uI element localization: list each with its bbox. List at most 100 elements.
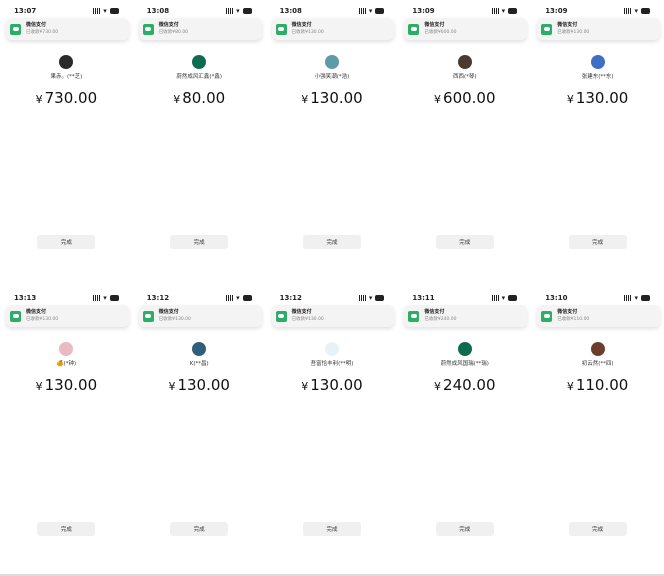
done-button[interactable]: 完成 (170, 522, 229, 536)
notification-subtitle: 已收款¥110.00 (557, 317, 590, 322)
currency-symbol: ¥ (35, 93, 43, 106)
payment-amount: ¥130.00 (0, 376, 133, 394)
currency-symbol: ¥ (168, 380, 176, 393)
signal-icon (358, 8, 366, 14)
status-bar: 13:09 ▾ (545, 6, 650, 16)
done-button[interactable]: 完成 (435, 235, 494, 249)
payer-name: 果赤。(**芝) (50, 74, 83, 80)
battery-icon (641, 295, 650, 301)
payment-amount: ¥130.00 (266, 376, 399, 394)
payment-amount: ¥730.00 (0, 89, 133, 107)
status-icons: ▾ (93, 294, 119, 302)
wechat-pay-icon (541, 310, 553, 322)
amount-value: 130.00 (310, 376, 363, 394)
amount-value: 110.00 (575, 376, 629, 394)
battery-icon (375, 295, 385, 301)
currency-symbol: ¥ (566, 93, 574, 106)
wechat-pay-icon (10, 23, 21, 35)
payment-notification[interactable]: 微信支付 已收款¥240.00 (404, 305, 528, 327)
wifi-icon: ▾ (501, 294, 506, 302)
payment-notification[interactable]: 微信支付 已收款¥730.00 (6, 18, 129, 40)
notification-subtitle: 已收款¥80.00 (158, 30, 189, 35)
battery-icon (641, 8, 650, 14)
status-icons: ▾ (358, 294, 385, 302)
wechat-pay-icon (408, 310, 420, 322)
payment-notification[interactable]: 微信支付 已收款¥130.00 (537, 18, 660, 40)
status-time: 13:07 (14, 7, 37, 15)
done-button[interactable]: 完成 (568, 235, 627, 249)
battery-icon (242, 295, 252, 301)
done-button[interactable]: 完成 (302, 235, 361, 249)
amount-value: 130.00 (177, 376, 230, 394)
notification-title: 微信支付 (557, 309, 578, 315)
battery-icon (109, 295, 119, 301)
status-time: 13:09 (412, 7, 435, 15)
notification-subtitle: 已收款¥240.00 (424, 317, 457, 322)
notification-subtitle: 已收款¥730.00 (26, 30, 59, 35)
currency-symbol: ¥ (301, 380, 309, 393)
signal-icon (491, 295, 499, 301)
notification-subtitle: 已收款¥600.00 (424, 30, 457, 35)
payer-name: 蔚然成风国瑞(**瑞) (440, 361, 489, 367)
status-bar: 13:12 ▾ (147, 293, 252, 303)
notification-subtitle: 已收款¥130.00 (158, 317, 191, 322)
amount-value: 600.00 (443, 89, 496, 107)
payment-notification[interactable]: 微信支付 已收款¥600.00 (404, 18, 528, 40)
amount-value: 240.00 (443, 376, 496, 394)
done-button[interactable]: 完成 (435, 522, 494, 536)
status-bar: 13:07 ▾ (14, 6, 119, 16)
payment-screen: 13:09 ▾ 微信支付 已收款¥600.00 西西(*琴) ¥600.00 完… (398, 0, 532, 287)
battery-icon (375, 8, 385, 14)
amount-value: 130.00 (44, 376, 98, 394)
payment-notification[interactable]: 微信支付 已收款¥130.00 (6, 305, 129, 327)
status-time: 13:08 (279, 7, 302, 15)
notification-subtitle: 已收款¥130.00 (557, 30, 590, 35)
status-time: 13:11 (412, 294, 435, 302)
notification-subtitle: 已收款¥130.00 (291, 30, 324, 35)
status-bar: 13:12 ▾ (280, 293, 385, 303)
status-icons: ▾ (491, 7, 518, 15)
status-bar: 13:10 ▾ (545, 293, 650, 303)
payer-name: 初云然(**四) (581, 361, 614, 367)
wechat-pay-icon (142, 23, 154, 35)
payment-notification[interactable]: 微信支付 已收款¥80.00 (138, 18, 262, 40)
payment-notification[interactable]: 微信支付 已收款¥110.00 (537, 305, 660, 327)
payment-amount: ¥80.00 (133, 89, 266, 107)
notification-subtitle: 已收款¥130.00 (291, 317, 324, 322)
done-button[interactable]: 完成 (37, 522, 96, 536)
wechat-pay-icon (541, 23, 553, 35)
notification-title: 微信支付 (291, 309, 312, 315)
done-button[interactable]: 完成 (568, 522, 627, 536)
wifi-icon: ▾ (236, 294, 240, 302)
payment-notification[interactable]: 微信支付 已收款¥130.00 (138, 305, 262, 327)
payment-notification[interactable]: 微信支付 已收款¥130.00 (271, 18, 395, 40)
status-bar: 13:08 ▾ (280, 6, 385, 16)
signal-icon (226, 8, 234, 14)
amount-value: 130.00 (575, 89, 629, 107)
wifi-icon: ▾ (368, 7, 373, 15)
status-icons: ▾ (491, 294, 518, 302)
payment-amount: ¥130.00 (133, 376, 266, 394)
payer-name: 吾富恰丰利(**明) (310, 361, 354, 367)
status-icons: ▾ (624, 7, 650, 15)
notification-title: 微信支付 (557, 22, 578, 28)
signal-icon (93, 8, 101, 14)
notification-title: 微信支付 (158, 309, 179, 315)
payment-screen: 13:10 ▾ 微信支付 已收款¥110.00 初云然(**四) ¥110.00… (531, 287, 664, 574)
wifi-icon: ▾ (236, 7, 240, 15)
avatar (59, 55, 74, 69)
notification-title: 微信支付 (158, 22, 179, 28)
battery-icon (109, 8, 119, 14)
divider (0, 574, 664, 576)
payment-notification[interactable]: 微信支付 已收款¥130.00 (271, 305, 395, 327)
status-time: 13:12 (279, 294, 302, 302)
amount-value: 130.00 (310, 89, 363, 107)
status-bar: 13:11 ▾ (412, 293, 518, 303)
status-icons: ▾ (226, 7, 252, 15)
wechat-pay-icon (10, 310, 21, 322)
done-button[interactable]: 完成 (302, 522, 361, 536)
notification-title: 微信支付 (291, 22, 312, 28)
done-button[interactable]: 完成 (37, 235, 96, 249)
done-button[interactable]: 完成 (170, 235, 229, 249)
